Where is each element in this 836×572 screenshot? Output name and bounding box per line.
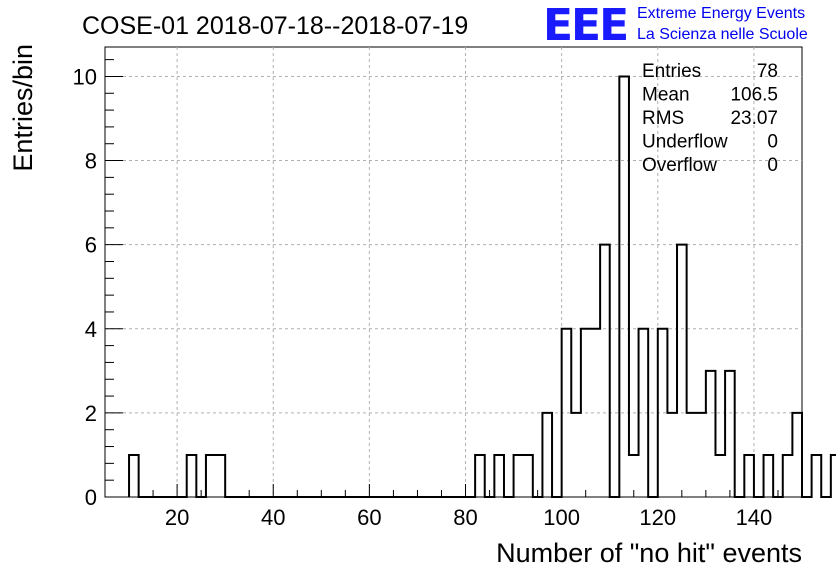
stats-label: Overflow <box>642 155 717 176</box>
logo-line-1: Extreme Energy Events <box>637 5 805 22</box>
histogram-bin <box>792 413 802 497</box>
eee-logo: EEE Extreme Energy Events La Scienza nel… <box>543 0 808 51</box>
histogram-bin <box>523 455 533 497</box>
histogram-bars <box>128 75 836 498</box>
y-tick-label: 4 <box>85 317 97 342</box>
y-tick-label: 6 <box>85 233 97 258</box>
eee-logo-mark: EEE <box>543 0 627 51</box>
histogram-bin <box>206 455 216 497</box>
histogram-bin <box>831 455 836 497</box>
histogram-bin <box>725 371 735 497</box>
histogram-bin <box>581 329 591 497</box>
stats-value: 78 <box>757 61 778 82</box>
grid-lines <box>105 47 802 497</box>
y-tick-label: 0 <box>85 485 97 510</box>
histogram-bin <box>494 455 504 497</box>
x-tick-label: 80 <box>453 505 477 530</box>
histogram-bin <box>658 329 668 497</box>
histogram-bin <box>667 413 677 497</box>
histogram-bin <box>619 76 629 497</box>
histogram-bin <box>187 455 197 497</box>
histogram-bin <box>783 455 793 497</box>
x-tick-label: 20 <box>165 505 189 530</box>
x-axis-ticks: 20 40 60 80 100 120 140 <box>128 484 803 530</box>
y-axis-ticks: 0 2 4 6 8 10 <box>73 59 123 510</box>
x-axis-title: Number of "no hit" events <box>496 538 802 568</box>
stats-label: Underflow <box>642 132 728 153</box>
histogram-bin <box>514 455 524 497</box>
y-axis-title: Entries/bin <box>8 44 38 172</box>
stats-value: 106.5 <box>730 85 778 106</box>
histogram-bin <box>216 455 226 497</box>
histogram-bin <box>744 455 754 497</box>
stats-label: RMS <box>642 108 684 129</box>
x-tick-label: 120 <box>639 505 676 530</box>
histogram-bin <box>812 455 822 497</box>
y-tick-label: 8 <box>85 149 97 174</box>
stats-label: Entries <box>642 61 701 82</box>
histogram-bin <box>475 455 485 497</box>
x-tick-label: 100 <box>543 505 580 530</box>
histogram-bin <box>764 455 774 497</box>
stats-value: 0 <box>767 155 778 176</box>
histogram-bin <box>715 455 725 497</box>
stats-value: 0 <box>767 132 778 153</box>
histogram-bin <box>600 245 610 497</box>
histogram-outline <box>128 75 836 498</box>
histogram-bin <box>562 329 572 497</box>
stats-label: Mean <box>642 85 690 106</box>
x-tick-label: 140 <box>736 505 773 530</box>
histogram-bin <box>571 413 581 497</box>
histogram-bin <box>677 245 687 497</box>
histogram-bin <box>687 413 697 497</box>
logo-line-2: La Scienza nelle Scuole <box>637 26 808 43</box>
histogram-bin <box>639 329 649 497</box>
histogram-bin <box>590 329 600 497</box>
stats-value: 23.07 <box>730 108 778 129</box>
y-tick-label: 10 <box>73 64 97 89</box>
y-tick-label: 2 <box>85 401 97 426</box>
histogram-bin <box>706 371 716 497</box>
histogram-bin <box>696 413 706 497</box>
x-tick-label: 40 <box>261 505 285 530</box>
histogram-bin <box>542 413 552 497</box>
x-tick-label: 60 <box>357 505 381 530</box>
histogram-bin <box>129 455 139 497</box>
chart-title: COSE-01 2018-07-18--2018-07-19 <box>82 12 468 40</box>
